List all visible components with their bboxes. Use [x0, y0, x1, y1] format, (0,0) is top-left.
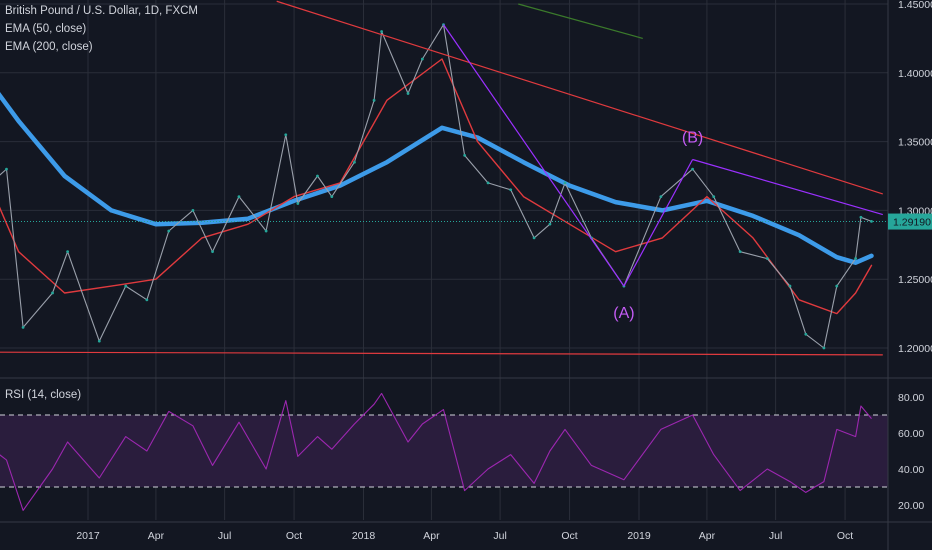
price-point[interactable] [380, 30, 384, 33]
price-point[interactable] [463, 153, 467, 157]
price-tick-label: 1.25000 [898, 274, 932, 286]
rsi-line[interactable] [0, 392, 872, 511]
price-point[interactable] [691, 167, 694, 171]
x-tick-label: Jul [493, 530, 506, 542]
x-tick-label: Jul [769, 530, 782, 542]
rsi-tick-label: 60.00 [898, 428, 924, 440]
x-tick-label: 2019 [627, 530, 651, 542]
chart-title: British Pound / U.S. Dollar, 1D, FXCM [5, 5, 199, 17]
price-tick-label: 1.40000 [898, 68, 932, 80]
wave-b-label[interactable]: (B) [682, 129, 703, 146]
price-point[interactable] [284, 133, 288, 137]
price-point[interactable] [712, 195, 716, 199]
price-point[interactable] [211, 250, 214, 254]
trendline-upper-resistance[interactable] [276, 0, 883, 195]
price-point[interactable] [353, 160, 356, 164]
rsi-band-layer [0, 414, 888, 488]
price-point[interactable] [738, 250, 742, 254]
trendline-green-line[interactable] [518, 3, 643, 39]
price-point[interactable] [509, 188, 513, 192]
price-point[interactable] [21, 325, 25, 329]
price-point[interactable] [406, 92, 410, 95]
price-point[interactable] [66, 250, 70, 254]
price-point[interactable] [804, 332, 808, 336]
ema50-legend[interactable]: EMA (50, close) [5, 23, 87, 35]
price-tick-label: 1.45000 [898, 0, 932, 11]
rsi-tick-label: 40.00 [898, 464, 924, 476]
trendline-wave-b-leg[interactable] [623, 159, 694, 287]
x-tick-label: Jul [218, 530, 231, 542]
ema200-legend[interactable]: EMA (200, close) [5, 41, 93, 53]
price-point[interactable] [191, 209, 195, 212]
wave-a-label[interactable]: (A) [613, 305, 634, 322]
rsi-legend[interactable]: RSI (14, close) [5, 389, 82, 401]
price-pane[interactable]: (A) (B) [0, 0, 888, 356]
price-point[interactable] [167, 229, 171, 233]
price-point[interactable] [330, 195, 334, 199]
last-price-label: 1.29190 [893, 217, 931, 229]
last-price-tag[interactable] [888, 213, 932, 230]
ema200-line[interactable] [0, 73, 874, 265]
x-tick-label: Apr [423, 530, 440, 542]
x-tick-label: Oct [561, 530, 577, 542]
x-tick-label: 2017 [76, 530, 100, 542]
trendline-wave-b-top[interactable] [692, 158, 883, 216]
price-point[interactable] [854, 257, 858, 260]
price-point[interactable] [659, 195, 663, 199]
x-tick-label: Oct [286, 530, 302, 542]
price-point[interactable] [97, 339, 101, 343]
price-point[interactable] [563, 181, 567, 185]
price-point[interactable] [532, 236, 536, 240]
x-tick-label: Apr [699, 530, 716, 542]
rsi-tick-label: 80.00 [898, 392, 924, 404]
price-point[interactable] [859, 215, 863, 219]
trendline-wave-a-leg[interactable] [443, 24, 625, 287]
price-point[interactable] [372, 98, 376, 102]
price-tick-label: 1.20000 [898, 343, 932, 355]
x-tick-label: Oct [837, 530, 853, 542]
price-point[interactable] [835, 284, 839, 288]
chart-grid [0, 0, 888, 520]
rsi-pane[interactable] [0, 392, 872, 511]
price-point[interactable] [420, 57, 424, 61]
trendline-lower-support[interactable] [0, 351, 883, 356]
x-tick-label: 2018 [352, 530, 376, 542]
price-point[interactable] [264, 229, 268, 233]
price-tick-label: 1.35000 [898, 137, 932, 149]
price-point[interactable] [765, 257, 769, 260]
price-point[interactable] [51, 291, 54, 295]
ema50-line[interactable] [0, 58, 873, 315]
price-point[interactable] [316, 174, 319, 178]
x-tick-label: Apr [148, 530, 165, 542]
price-point[interactable] [145, 298, 149, 302]
price-point[interactable] [548, 222, 552, 226]
price-point[interactable] [822, 346, 826, 350]
price-point[interactable] [486, 181, 490, 185]
rsi-tick-label: 20.00 [898, 500, 924, 512]
price-point[interactable] [788, 284, 792, 288]
price-point[interactable] [5, 167, 8, 171]
rsi-band-fill [0, 415, 888, 487]
price-point[interactable] [870, 220, 873, 223]
price-point[interactable] [124, 284, 128, 288]
price-point[interactable] [237, 195, 241, 199]
price-point[interactable] [296, 202, 300, 205]
